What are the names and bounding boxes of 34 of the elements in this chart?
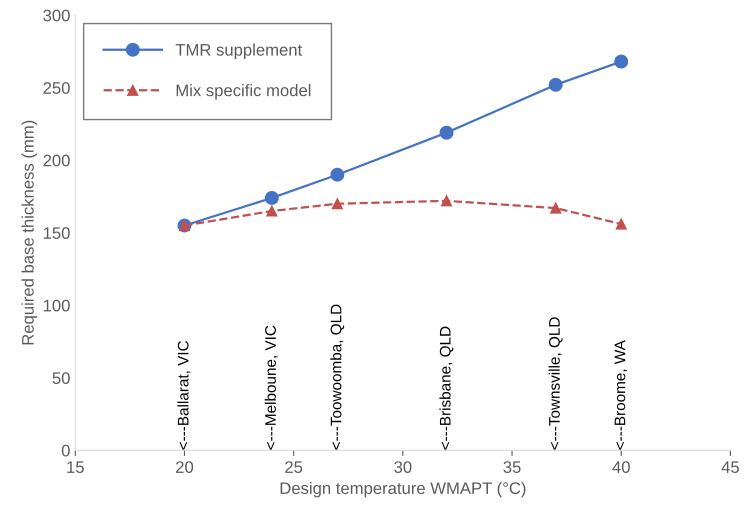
point — [440, 195, 452, 206]
x-tick-label: 20 — [176, 461, 194, 473]
y-axis-title: Required base thickness (mm) — [22, 120, 38, 344]
y-tick-label: 250 — [43, 82, 70, 94]
x-tick-label: 45 — [722, 461, 739, 473]
y-tick-label: 50 — [52, 372, 70, 384]
point — [614, 54, 628, 69]
y-tick-label: 300 — [43, 10, 70, 22]
point — [550, 202, 562, 214]
y-tick-label: 200 — [43, 154, 70, 166]
point — [330, 168, 344, 182]
point — [548, 78, 563, 92]
annotation: <---Toowoomba, QLD — [330, 304, 344, 450]
point — [440, 126, 454, 140]
x-tick-label: 35 — [503, 461, 521, 473]
y-tick-label: 0 — [62, 444, 70, 457]
point — [266, 205, 278, 217]
point — [616, 218, 627, 230]
point — [264, 191, 279, 205]
annotation: <---Ballarat, VIC — [177, 340, 190, 450]
y-tick-label: 100 — [44, 300, 70, 312]
annotation: <---Brisbane, QLD — [439, 326, 454, 450]
x-tick-label: 25 — [285, 461, 302, 473]
legend-label: TMR supplement — [176, 44, 302, 60]
x-tick-label: 30 — [394, 461, 412, 473]
annotation: <---Broome, WA — [614, 340, 628, 450]
legend-label: Mix specific model — [176, 84, 310, 100]
annotation: <---Melboune, VIC — [264, 326, 278, 450]
annotation: <---Townsville, QLD — [548, 317, 563, 450]
x-axis-title: Design temperature WMAPT (°C) — [280, 482, 526, 498]
y-tick-label: 150 — [44, 227, 70, 239]
point — [332, 198, 343, 210]
x-tick-label: 40 — [612, 461, 630, 473]
x-tick-label: 15 — [67, 461, 84, 473]
